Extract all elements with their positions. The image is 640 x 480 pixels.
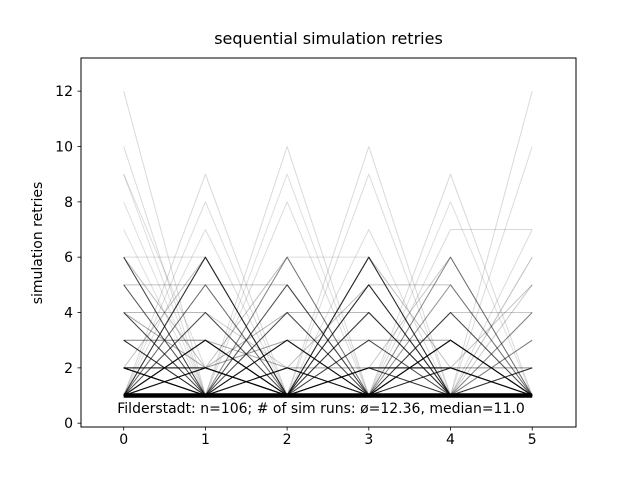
x-tick-label: 1	[201, 432, 210, 448]
x-tick-label: 4	[446, 432, 455, 448]
y-tick-label: 8	[64, 195, 73, 211]
y-tick-label: 6	[64, 250, 73, 266]
x-tick-label: 3	[364, 432, 373, 448]
y-tick-label: 12	[55, 84, 73, 100]
y-tick-label: 4	[64, 306, 73, 322]
sim-run-line	[123, 91, 533, 397]
y-tick-label: 2	[64, 361, 73, 377]
y-tick-label: 10	[55, 140, 73, 156]
sim-run-line	[123, 91, 533, 397]
x-tick-label: 0	[119, 432, 128, 448]
x-tick-label: 5	[528, 432, 537, 448]
plot-border	[80, 57, 577, 428]
x-tick-label: 2	[283, 432, 292, 448]
chart-title: sequential simulation retries	[214, 29, 443, 48]
y-tick-label: 0	[64, 416, 73, 432]
stats-annotation: Filderstadt: n=106; # of sim runs: ø=12.…	[117, 401, 525, 417]
